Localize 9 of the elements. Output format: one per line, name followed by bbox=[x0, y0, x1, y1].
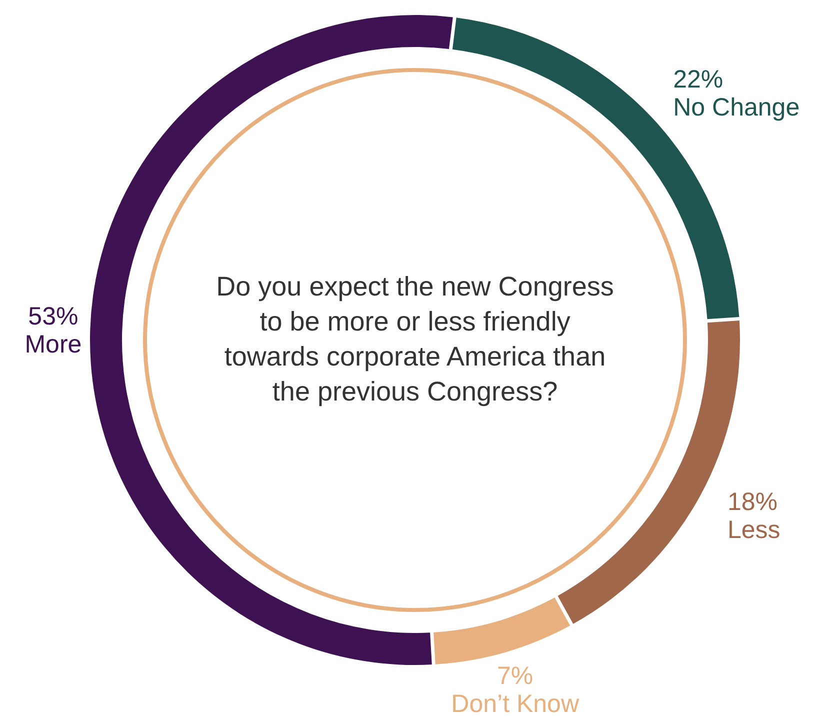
data-label: 22% bbox=[673, 65, 724, 94]
slice-label: Less bbox=[727, 516, 780, 544]
slice-label: No Change bbox=[673, 93, 800, 122]
data-label: 7% bbox=[497, 662, 534, 690]
slice-label: Don’t Know bbox=[451, 690, 580, 718]
data-label: 53% bbox=[28, 302, 78, 330]
slice-label: More bbox=[24, 330, 82, 358]
text: Do you expect the new Congress to be more or less friendly towards corporate America than the previous Congress? bbox=[216, 272, 614, 406]
data-label: 18% bbox=[727, 488, 778, 516]
